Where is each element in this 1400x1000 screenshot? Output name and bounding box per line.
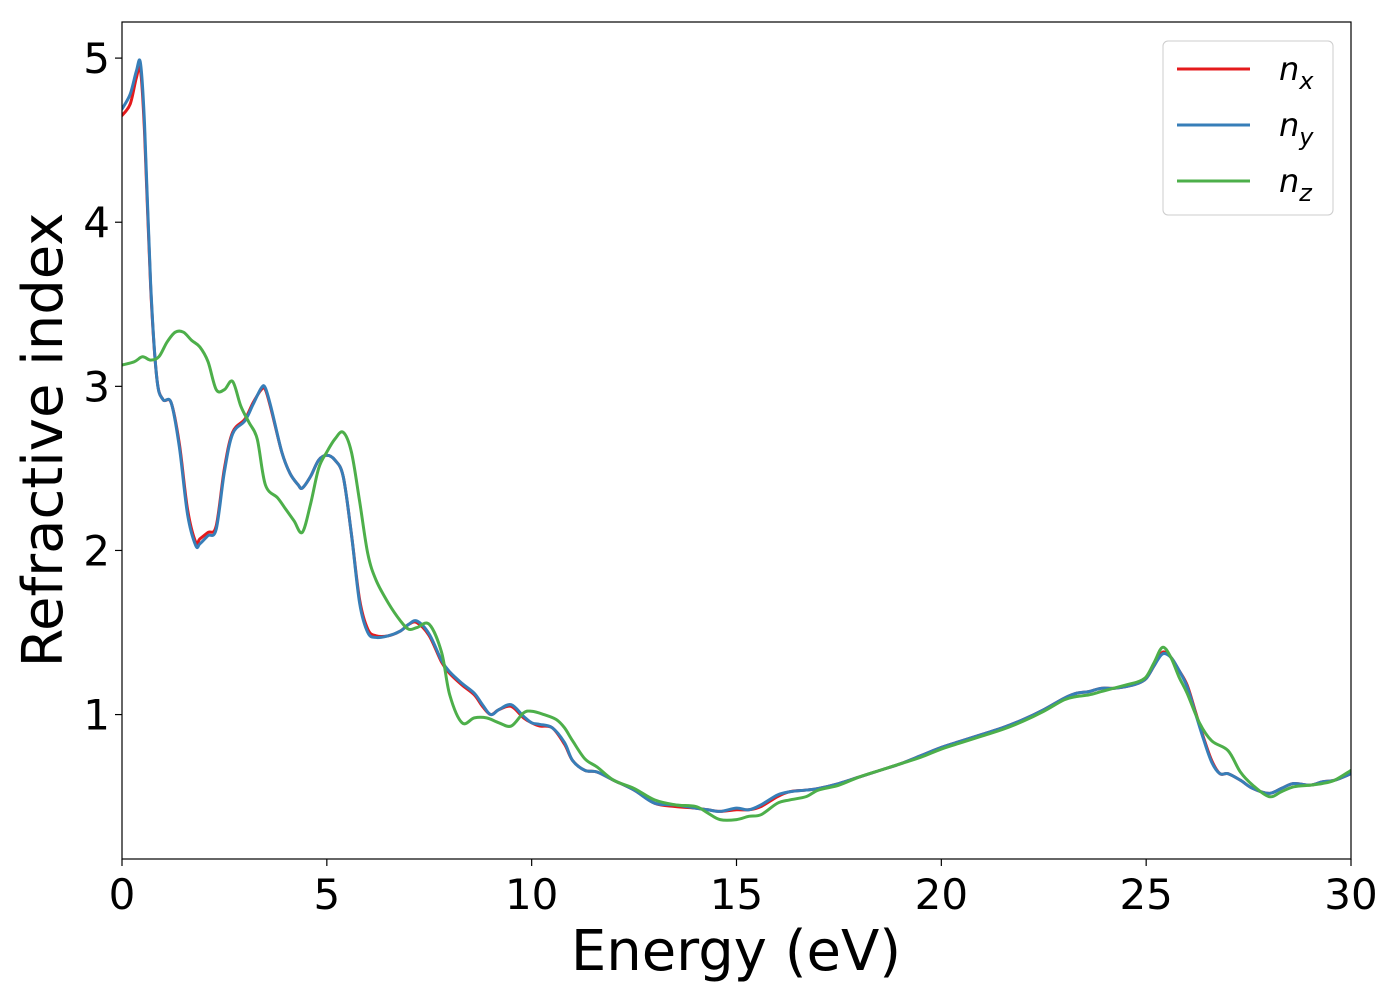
series-layer [122,58,1351,822]
x-axis: 0 5 10 15 20 25 30 [109,859,1378,919]
y-axis-title: Refractive index [11,213,76,668]
x-tick-label: 30 [1324,870,1377,919]
x-tick-label: 25 [1119,870,1172,919]
x-tick-label: 15 [710,870,763,919]
y-tick-label: 3 [83,362,110,411]
y-tick-label: 4 [83,198,110,247]
legend-box [1162,40,1334,216]
y-tick-label: 1 [83,691,110,740]
x-tick-label: 10 [505,870,558,919]
y-axis: 1 2 3 4 5 [83,34,122,740]
legend-label-y: ny [1279,106,1314,151]
series-line-z [122,329,1351,822]
y-tick-label: 5 [83,34,110,83]
x-tick-label: 0 [109,870,136,919]
x-tick-label: 20 [915,870,968,919]
x-axis-title: Energy (eV) [571,919,901,984]
legend-label-x: nx [1279,50,1314,95]
y-tick-label: 2 [83,526,110,575]
x-tick-label: 5 [313,870,340,919]
